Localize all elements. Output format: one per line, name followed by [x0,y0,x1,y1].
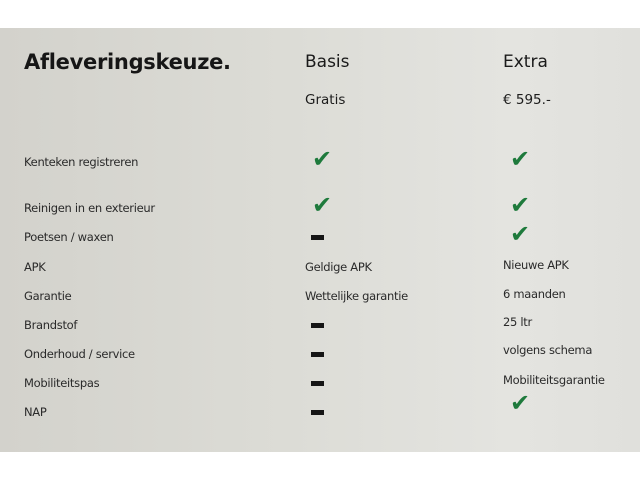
feature-label: Reinigen in en exterieur [24,201,155,215]
basis-dash-icon [311,352,324,357]
feature-label: Poetsen / waxen [24,230,114,244]
feature-label: APK [24,260,46,274]
extra-value: Mobiliteitsgarantie [503,373,605,387]
extra-value: 25 ltr [503,315,532,329]
feature-label: Garantie [24,289,72,303]
price-extra: € 595.- [503,92,551,108]
extra-value: volgens schema [503,343,593,357]
basis-dash-icon [311,235,324,240]
feature-label: NAP [24,405,47,419]
extra-check-icon: ✔ [510,389,531,417]
page-title: Afleveringskeuze. [24,50,231,74]
extra-check-icon: ✔ [510,145,531,173]
extra-check-icon: ✔ [510,220,531,248]
column-header-extra: Extra [503,52,548,72]
feature-label: Brandstof [24,318,78,332]
comparison-screen: Afleveringskeuze. Basis Extra Gratis € 5… [0,28,640,452]
basis-check-icon: ✔ [312,191,333,219]
basis-check-icon: ✔ [312,145,333,173]
extra-check-icon: ✔ [510,191,531,219]
basis-dash-icon [311,410,324,415]
extra-value: 6 maanden [503,287,566,301]
basis-dash-icon [311,323,324,328]
basis-dash-icon [311,381,324,386]
feature-label: Kenteken registreren [24,155,139,169]
feature-label: Mobiliteitspas [24,376,100,390]
basis-value: Geldige APK [305,260,372,274]
basis-value: Wettelijke garantie [305,289,408,303]
column-header-basis: Basis [305,52,350,72]
extra-value: Nieuwe APK [503,258,569,272]
price-basis: Gratis [305,92,346,108]
feature-label: Onderhoud / service [24,347,135,361]
